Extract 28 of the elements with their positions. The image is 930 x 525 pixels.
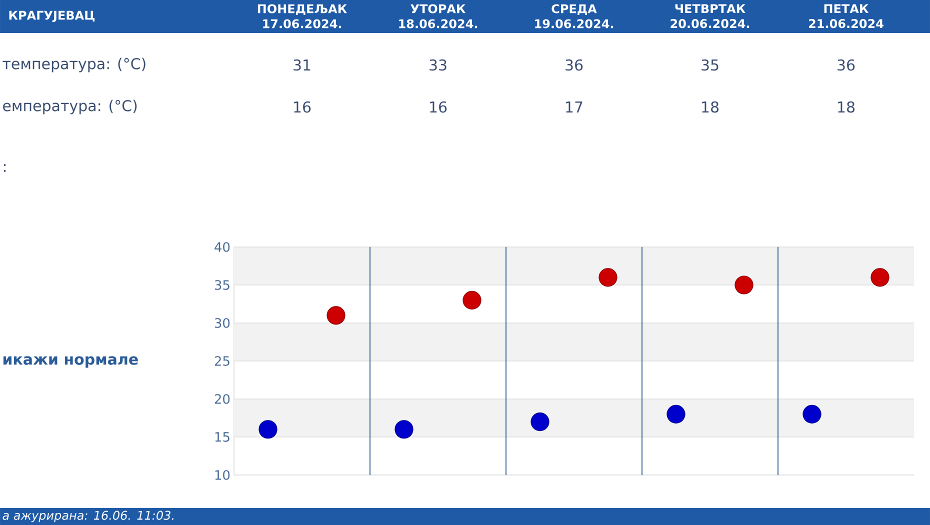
y-tick-label: 40 xyxy=(214,242,230,252)
y-tick-label: 20 xyxy=(214,394,230,404)
text: ЧЕТВРТАК 20.06.2024. xyxy=(670,4,750,28)
data-label: 16 xyxy=(430,101,447,113)
text: ПОНЕДЕЉАК 17.06.2024. xyxy=(258,4,347,28)
data-label: 35 xyxy=(702,59,718,71)
text: : xyxy=(4,164,6,172)
data-label: 36 xyxy=(566,59,583,71)
y-tick-label: 10 xyxy=(215,470,230,480)
y-tick-label: 25 xyxy=(214,356,230,366)
data-label: 33 xyxy=(430,59,446,71)
text: икажи нормале xyxy=(3,356,138,368)
text: ПЕТАК 21.06.2024 xyxy=(808,4,884,28)
data-label: 18 xyxy=(702,101,719,113)
text: температура: (°C) xyxy=(2,58,146,72)
text: УТОРАК 18.06.2024. xyxy=(399,4,478,28)
text: СРЕДА 19.06.2024. xyxy=(535,4,614,28)
data-label: 18 xyxy=(838,101,855,113)
y-tick-label: 30 xyxy=(214,318,230,328)
y-tick-label: 15 xyxy=(215,432,230,442)
y-tick-label: 35 xyxy=(214,280,230,290)
text: а ажурирана: 16.06. 11:03. xyxy=(2,510,174,522)
data-label: 16 xyxy=(294,101,311,113)
text: емпература: (°C) xyxy=(3,100,137,114)
data-label: 36 xyxy=(838,59,855,71)
data-label: 17 xyxy=(566,102,582,112)
data-label: 31 xyxy=(294,59,310,71)
text: КРАГУЈЕВАЦ xyxy=(9,10,94,22)
